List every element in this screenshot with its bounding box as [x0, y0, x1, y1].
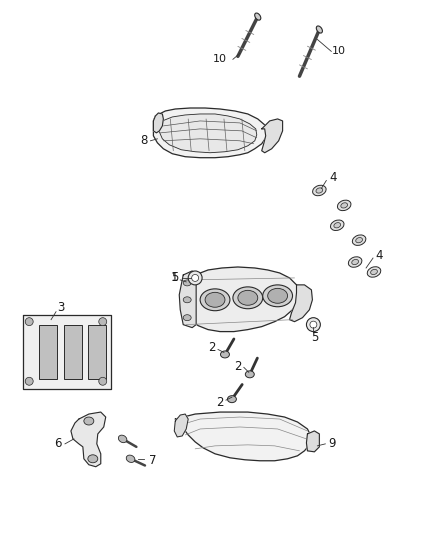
Text: 6: 6	[54, 438, 62, 450]
Polygon shape	[179, 271, 196, 328]
Ellipse shape	[352, 260, 359, 265]
Text: 5: 5	[311, 331, 318, 344]
Ellipse shape	[331, 220, 344, 230]
Ellipse shape	[99, 377, 107, 385]
Polygon shape	[290, 285, 312, 321]
Ellipse shape	[233, 287, 263, 309]
Ellipse shape	[356, 238, 363, 243]
Polygon shape	[153, 113, 163, 133]
Text: 10: 10	[213, 54, 227, 64]
Ellipse shape	[118, 435, 127, 442]
Polygon shape	[262, 119, 283, 153]
Ellipse shape	[183, 297, 191, 303]
Ellipse shape	[238, 290, 258, 305]
Ellipse shape	[25, 377, 33, 385]
Text: 7: 7	[148, 454, 156, 467]
Ellipse shape	[341, 203, 348, 208]
Polygon shape	[23, 314, 111, 389]
Ellipse shape	[183, 314, 191, 321]
Text: 2: 2	[234, 360, 242, 373]
Ellipse shape	[348, 257, 362, 267]
Ellipse shape	[192, 274, 198, 281]
Ellipse shape	[352, 235, 366, 245]
Ellipse shape	[205, 292, 225, 307]
Ellipse shape	[268, 288, 288, 303]
Ellipse shape	[183, 280, 191, 286]
Bar	[39, 325, 57, 379]
Ellipse shape	[200, 289, 230, 311]
Polygon shape	[307, 431, 319, 452]
Text: 2: 2	[216, 395, 224, 409]
Text: 5: 5	[172, 271, 179, 285]
Polygon shape	[183, 267, 300, 332]
Ellipse shape	[334, 223, 341, 228]
Ellipse shape	[25, 318, 33, 326]
Text: 8: 8	[140, 134, 147, 147]
Ellipse shape	[371, 269, 378, 274]
Text: 1: 1	[170, 271, 178, 285]
Text: 2: 2	[208, 341, 216, 354]
Polygon shape	[153, 108, 268, 158]
Polygon shape	[159, 114, 257, 153]
Bar	[88, 325, 106, 379]
Text: 4: 4	[329, 171, 337, 184]
Ellipse shape	[88, 455, 98, 463]
Ellipse shape	[367, 266, 381, 277]
Text: 3: 3	[57, 301, 65, 314]
Ellipse shape	[310, 321, 317, 328]
Ellipse shape	[188, 271, 202, 285]
Ellipse shape	[220, 351, 230, 358]
Ellipse shape	[307, 318, 320, 332]
Text: 9: 9	[328, 438, 336, 450]
Ellipse shape	[245, 371, 254, 378]
Ellipse shape	[337, 200, 351, 211]
Ellipse shape	[316, 26, 322, 33]
Polygon shape	[175, 412, 311, 461]
Polygon shape	[71, 412, 106, 467]
Ellipse shape	[254, 13, 261, 20]
Ellipse shape	[316, 188, 323, 193]
Polygon shape	[174, 414, 188, 437]
Ellipse shape	[99, 318, 107, 326]
Ellipse shape	[263, 285, 293, 307]
Text: 4: 4	[375, 248, 383, 262]
Ellipse shape	[313, 185, 326, 196]
Ellipse shape	[227, 395, 237, 402]
Ellipse shape	[126, 455, 135, 463]
Text: 10: 10	[332, 46, 346, 56]
Bar	[64, 325, 82, 379]
Ellipse shape	[84, 417, 94, 425]
